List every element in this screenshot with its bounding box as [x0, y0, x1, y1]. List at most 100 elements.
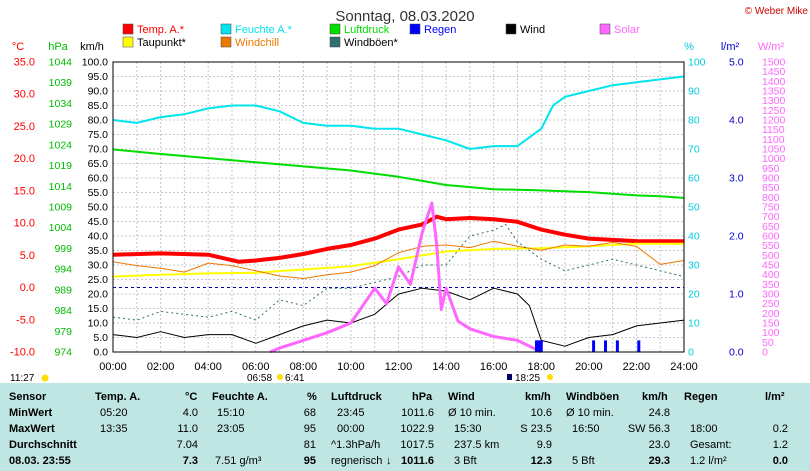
solar-tick-label: 100 — [762, 327, 780, 339]
sunrise-icon — [277, 374, 283, 380]
kmh-tick-label: 0.0 — [93, 347, 108, 359]
copyright-label: © Weber Mike — [745, 6, 809, 17]
x-axis-ticks: 00:00 02:00 04:00 06:00 08:00 10:00 12:00 14:00… — [99, 361, 698, 373]
percent-tick-label: 60 — [688, 173, 700, 185]
celsius-tick-label: 5.0 — [20, 250, 35, 262]
x-tick-label: 14:00 — [432, 361, 460, 373]
hpa-axis-label: hPa — [48, 41, 68, 53]
hpa-tick-label: 994 — [54, 264, 72, 276]
solar-axis-label: W/m² — [758, 41, 785, 53]
legend-swatch — [329, 36, 341, 48]
stats-row-min: MinWert 05:20 4.0 15:10 68 23:45 1011.6 … — [0, 405, 810, 422]
solar-tick-label: 1250 — [762, 105, 786, 117]
hum-time: 23:05 — [217, 423, 245, 435]
kmh-tick-label: 45.0 — [88, 216, 109, 228]
legend-swatch — [409, 23, 421, 35]
moon-time: 6:41 — [285, 373, 305, 383]
stats-row-avg: Durchschnitt 7.04 81 ^1.3hPa/h 1017.5 23… — [0, 437, 810, 454]
celsius-tick-label: 30.0 — [14, 89, 35, 101]
rain-value: 0.2 — [772, 423, 788, 435]
temp-time: 05:20 — [100, 407, 128, 419]
stats-row-current: 08.03. 23:55 7.3 7.51 g/m³ 95 regnerisch… — [0, 453, 810, 470]
rain-tick-label: 4.0 — [729, 115, 744, 127]
hdr-wind: Wind — [448, 391, 475, 403]
kmh-tick-label: 85.0 — [88, 100, 109, 112]
percent-tick-label: 100 — [688, 57, 706, 69]
solar-tick-label: 1150 — [762, 124, 785, 136]
row-label: MinWert — [9, 407, 53, 419]
x-tick-label: 22:00 — [623, 361, 651, 373]
legend-swatch — [599, 23, 611, 35]
percent-tick-label: 70 — [688, 144, 700, 156]
solar-tick-label: 50 — [762, 337, 774, 349]
hdr-gust: Windböen — [566, 391, 620, 403]
press-value: 1011.6 — [400, 455, 434, 467]
rain-bar — [537, 340, 541, 352]
sunset-time: 18:25 — [515, 373, 540, 383]
plot-area — [112, 75, 685, 354]
temp-time: 13:35 — [100, 423, 128, 435]
solar-tick-label: 400 — [762, 269, 780, 281]
row-label: MaxWert — [9, 423, 55, 435]
wind-value: S 23.5 — [520, 423, 552, 435]
hpa-tick-label: 1009 — [49, 202, 73, 214]
gust-value: 24.8 — [648, 407, 670, 419]
solar-tick-label: 1100 — [762, 134, 785, 146]
hpa-tick-label: 1029 — [49, 119, 73, 131]
kmh-tick-label: 100.0 — [82, 57, 108, 69]
rain-tick-label: 5.0 — [729, 57, 744, 69]
series-solar — [269, 201, 542, 354]
solar-tick-label: 300 — [762, 289, 780, 301]
rain-value: 0.0 — [772, 455, 788, 467]
kmh-tick-label: 5.0 — [93, 332, 108, 344]
hum-abs: 7.51 g/m³ — [215, 455, 262, 467]
legend-label: Luftdruck — [344, 24, 390, 36]
x-tick-label: 08:00 — [290, 361, 318, 373]
percent-tick-label: 40 — [688, 231, 700, 243]
series-wind — [112, 287, 685, 347]
solar-tick-label: 450 — [762, 260, 780, 272]
legend-swatch — [505, 23, 517, 35]
stats-row-max: MaxWert 13:35 11.0 23:05 95 00:00 1022.9… — [0, 421, 810, 438]
stats-header-row: Sensor Temp. A. °C Feuchte A. % Luftdruc… — [0, 389, 810, 406]
legend-label: Regen — [424, 24, 456, 36]
rain-tick-label: 0.0 — [729, 347, 744, 359]
rain-bar — [603, 340, 607, 352]
rain-tick-label: 3.0 — [729, 173, 744, 185]
rain-axis-label: l/m² — [721, 41, 740, 53]
celsius-tick-label: -10.0 — [10, 347, 35, 359]
x-tick-label: 16:00 — [480, 361, 508, 373]
series-feuchte-a — [112, 75, 685, 150]
legend-label: Wind — [520, 24, 545, 36]
legend-label: Windchill — [235, 37, 279, 49]
sunset-sun-icon — [547, 374, 553, 380]
chart-title: Sonntag, 08.03.2020 — [335, 8, 474, 25]
rain-total: 1.2 l/m² — [690, 455, 727, 467]
hum-value: 68 — [303, 407, 316, 419]
celsius-tick-label: 25.0 — [14, 121, 35, 133]
celsius-axis-label: °C — [12, 41, 24, 53]
legend-swatch — [220, 23, 232, 35]
press-value: 1017.5 — [400, 439, 434, 451]
solar-tick-label: 750 — [762, 202, 780, 214]
hpa-tick-label: 1044 — [49, 57, 73, 69]
hpa-tick-label: 1004 — [49, 222, 73, 234]
hum-value: 95 — [303, 455, 316, 467]
kmh-tick-label: 75.0 — [88, 129, 109, 141]
kmh-tick-label: 25.0 — [88, 274, 109, 286]
hum-time: 15:10 — [217, 407, 245, 419]
press-trend-arrow: ↓ — [386, 455, 392, 467]
series-temp-a — [112, 214, 684, 264]
percent-tick-label: 20 — [688, 289, 700, 301]
hpa-tick-label: 1039 — [49, 77, 73, 89]
solar-tick-label: 800 — [762, 192, 780, 204]
solar-tick-label: 1050 — [762, 144, 786, 156]
hdr-sensor: Sensor — [9, 391, 47, 403]
kmh-tick-label: 90.0 — [88, 86, 109, 98]
wind-desc: Ø 10 min. — [448, 407, 496, 419]
legend-swatch — [122, 36, 134, 48]
hdr-rain: Regen — [684, 391, 718, 403]
solar-tick-label: 900 — [762, 173, 780, 185]
kmh-tick-label: 65.0 — [88, 158, 109, 170]
press-tendency: regnerisch — [331, 455, 383, 467]
